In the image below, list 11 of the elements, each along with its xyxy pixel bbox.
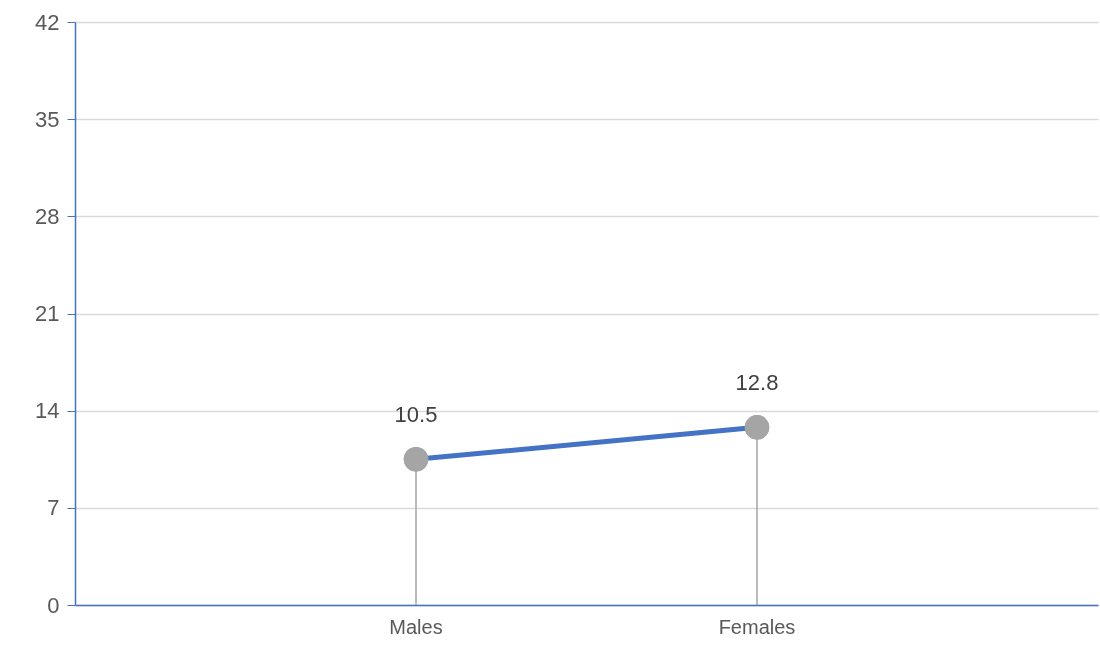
x-tick-label: Males	[389, 615, 443, 638]
y-tick-label: 21	[35, 301, 60, 326]
data-label: 12.8	[735, 370, 779, 396]
y-tick-label: 28	[35, 203, 60, 229]
y-tick-label: 14	[35, 398, 60, 424]
y-tick-label: 35	[35, 106, 60, 132]
x-tick-label: Females	[718, 615, 796, 638]
data-label: 10.5	[394, 402, 438, 428]
y-tick-label: 0	[47, 592, 60, 618]
y-tick-label: 42	[35, 9, 60, 35]
y-tick-label: 7	[47, 495, 60, 521]
